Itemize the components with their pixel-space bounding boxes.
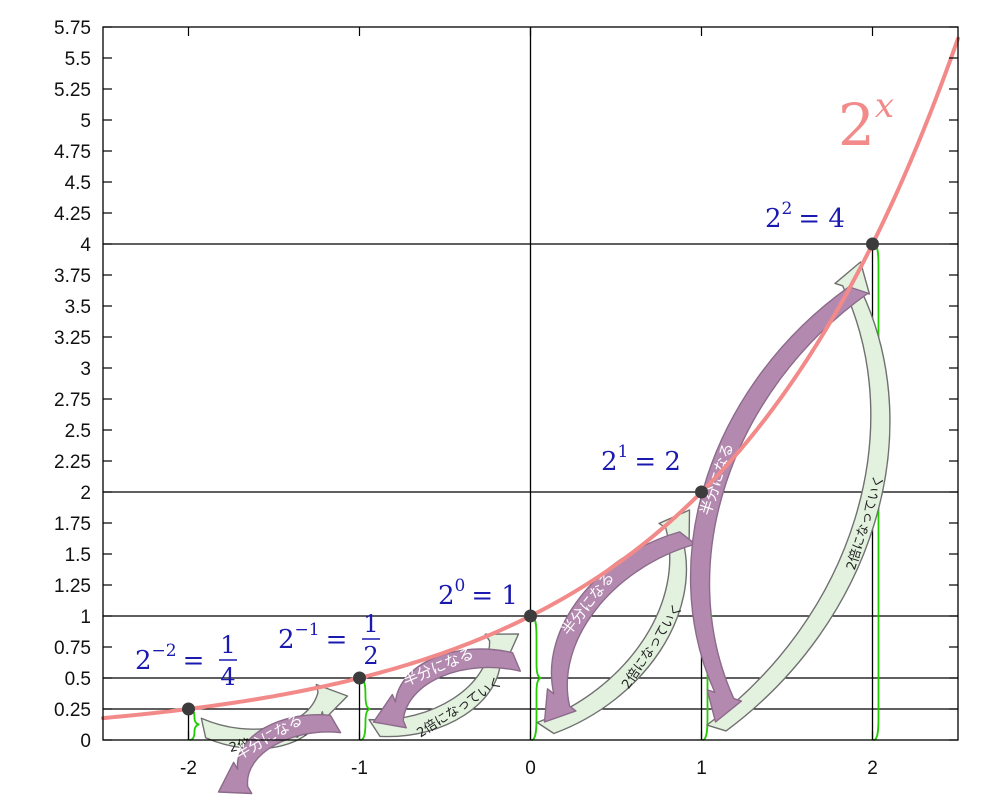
data-point [866,237,879,251]
data-point [353,671,366,685]
y-tick-label: 4.75 [54,142,91,163]
y-tick-label: 5 [80,111,91,132]
y-tick-label: 1.5 [65,545,91,566]
y-tick-label: 2.75 [54,390,91,411]
fraction-denominator: 2 [363,642,378,670]
fraction-numerator: 1 [220,631,235,659]
y-tick-label: 0 [80,731,91,752]
data-point [695,485,708,499]
x-tick-label: -1 [351,758,368,779]
point-layer [182,237,879,716]
value-brace [360,677,371,741]
y-tick-label: 1 [80,607,91,628]
x-tick-label: -2 [180,758,197,779]
double-arrow [368,633,520,738]
double-arrow [706,261,891,732]
label-layer: 2x 2−2 = 1 4 2−1 = 1 2 20 = 1 21 = 2 22 = 4 [135,86,894,691]
y-tick-label: 4 [80,235,91,256]
y-tick-label: 2.25 [54,452,91,473]
x-tick-label: 1 [696,758,707,779]
x-tick-label: 2 [867,758,878,779]
y-tick-label: 3.75 [54,266,91,287]
point-value-label: 20 = 1 [438,576,518,611]
axis-layer: 0 0.25 0.5 0.75 1 1.25 1.5 1.75 2 2.25 2.5 2.75 3 3.2… [54,18,959,779]
value-brace [189,708,200,741]
y-tick-label: 1.25 [54,576,91,597]
half-arrow [689,286,869,723]
y-tick-label: 3 [80,359,91,380]
y-tick-label: 5.75 [54,18,91,39]
y-tick-label: 1.75 [54,514,91,535]
half-arrow [372,648,522,729]
value-brace [873,243,884,741]
data-point [182,702,195,716]
double-arrow-label: 2倍になっていく [414,675,505,741]
half-arrow [217,713,342,795]
y-tick-label: 0.75 [54,638,91,659]
point-value-label: 22 = 4 [765,199,845,234]
y-tick-label: 4.5 [65,173,91,194]
fraction-denominator: 4 [220,663,235,691]
point-value-label: 21 = 2 [601,442,681,477]
y-tick-label: 3.5 [65,297,91,318]
fraction-numerator: 1 [363,610,378,638]
half-arrow-label: 半分になる [558,569,618,639]
curve-label: 2x [838,86,894,159]
half-arrow-label: 半分になる [696,441,737,518]
point-value-label: 2−2 = [135,641,204,676]
value-brace [531,615,542,741]
x-tick-label: 0 [525,758,536,779]
data-point [524,609,537,623]
y-tick-label: 5.25 [54,80,91,101]
y-tick-label: 2.5 [65,421,91,442]
arrow-layer: 2倍になっていく2倍になっていく2倍になっていく2倍になっていく半分になる半分に… [200,261,891,795]
y-tick-label: 3.25 [54,328,91,349]
y-tick-label: 5.5 [65,49,91,70]
y-tick-label: 2 [80,483,91,504]
y-tick-label: 4.25 [54,204,91,225]
y-tick-label: 0.5 [65,669,91,690]
point-value-label: 2−1 = [278,620,347,655]
y-tick-label: 0.25 [54,700,91,721]
